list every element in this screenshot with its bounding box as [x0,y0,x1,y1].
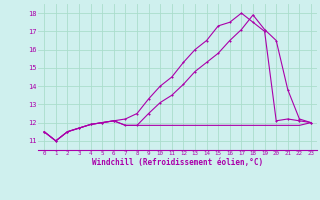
X-axis label: Windchill (Refroidissement éolien,°C): Windchill (Refroidissement éolien,°C) [92,158,263,167]
